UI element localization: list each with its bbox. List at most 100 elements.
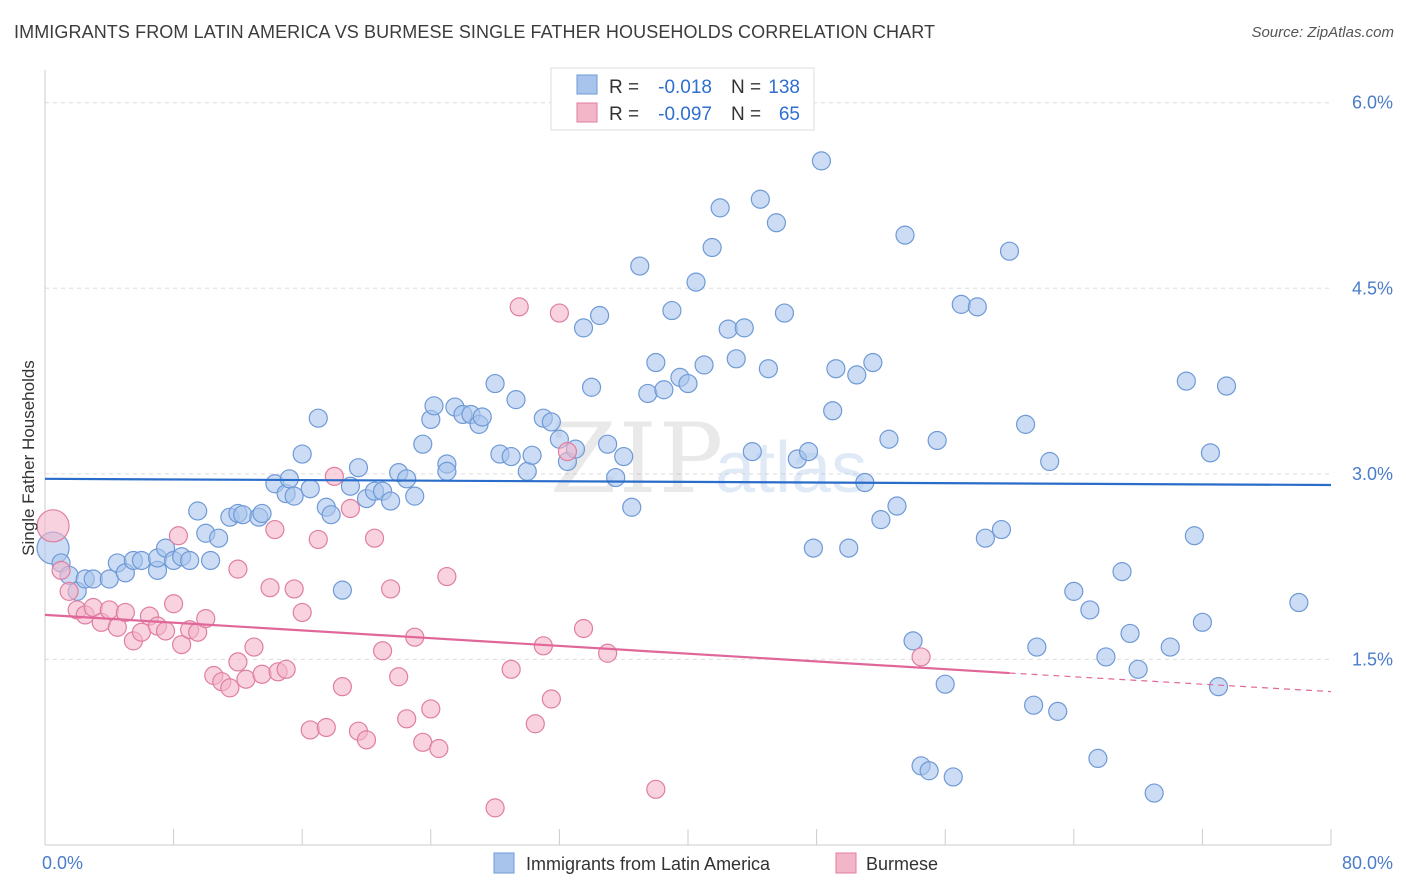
data-point [598,434,618,454]
data-point [1027,637,1047,657]
data-point [437,566,457,587]
data-point [381,491,401,511]
y-tick-label: 6.0% [1352,93,1393,113]
data-point [742,442,762,462]
legend-r-label-1: R = [609,77,639,98]
data-point [1048,701,1068,721]
data-point [726,349,746,369]
data-point [284,579,304,599]
data-point [421,699,441,719]
data-point [372,641,393,661]
data-point [573,618,594,639]
data-point [509,297,529,317]
data-point [1192,612,1213,632]
data-point [437,461,457,481]
data-point [630,256,650,276]
data-point [389,667,409,687]
data-point [340,476,361,496]
data-point [83,569,103,589]
data-point [614,446,634,467]
data-point [589,305,610,326]
data-point [975,528,995,548]
data-point [999,241,1020,261]
y-axis-label: Single Father Households [19,360,38,556]
data-point [803,538,823,558]
y-tick-label: 3.0% [1352,464,1393,484]
data-point [324,466,344,486]
data-point [180,550,200,571]
data-point [200,550,221,571]
watermark-atlas: atlas [715,428,867,508]
x-tick-label-min: 0.0% [42,853,83,873]
data-point [662,300,682,321]
legend-n-label-2: N = [731,104,761,125]
data-point [381,579,401,599]
data-point [276,659,296,679]
data-point [927,430,947,451]
data-point [321,505,341,525]
data-point [638,383,658,404]
data-point [472,407,492,427]
legend-n-value-1: 138 [768,77,800,98]
data-point [903,631,923,651]
data-point [188,501,208,521]
data-point [364,528,385,548]
data-point [654,380,674,400]
x-axis-ticks [44,829,1332,845]
data-point [233,505,253,525]
chart-title: IMMIGRANTS FROM LATIN AMERICA VS BURMESE… [14,22,936,42]
data-point [766,213,787,233]
data-point [99,600,119,620]
data-point [1128,659,1148,679]
data-point [847,365,867,385]
data-point [517,461,537,481]
data-point [260,578,280,598]
legend-r-value-2: -0.097 [658,104,712,125]
watermark-zip: ZIP [550,403,725,515]
trend-line-pink [44,613,1010,675]
data-point [244,637,264,657]
trend-line-pink-extension [1009,672,1332,693]
data-point [943,767,963,787]
data-point [557,442,578,462]
data-point [265,519,285,540]
data-point [228,559,248,579]
data-point [598,643,618,663]
data-point [168,526,189,546]
data-point [228,652,248,672]
trend-lines [44,477,1332,693]
data-point [1088,748,1108,769]
data-point [911,647,931,667]
data-point [308,529,328,550]
data-point [397,709,417,729]
data-point [131,622,152,642]
data-point [51,560,71,580]
data-point [935,674,955,694]
data-point [734,318,754,338]
data-point [798,442,819,462]
data-point [522,445,542,465]
data-point [710,198,730,218]
bottom-legend-label-pink: Burmese [866,854,938,874]
data-point [1112,562,1132,582]
legend-r-label-2: R = [609,104,639,125]
data-point [236,669,256,689]
data-point [413,732,433,752]
data-point [1216,376,1237,396]
data-point [1200,443,1221,463]
data-point [501,446,521,467]
data-point [646,352,666,373]
y-tick-label: 1.5% [1352,649,1393,669]
data-point [115,602,135,623]
series-legend: Immigrants from Latin America Burmese [493,852,938,874]
data-point [59,581,79,601]
data-point [209,528,229,548]
data-point [284,486,304,506]
data-point [405,486,425,506]
data-point [99,569,119,589]
data-point [1120,623,1140,644]
data-point [1160,637,1180,657]
stats-legend: R = -0.018 N = 138 R = -0.097 N = 65 [550,67,815,131]
data-point [485,798,505,818]
y-tick-label: 4.5% [1352,278,1393,298]
